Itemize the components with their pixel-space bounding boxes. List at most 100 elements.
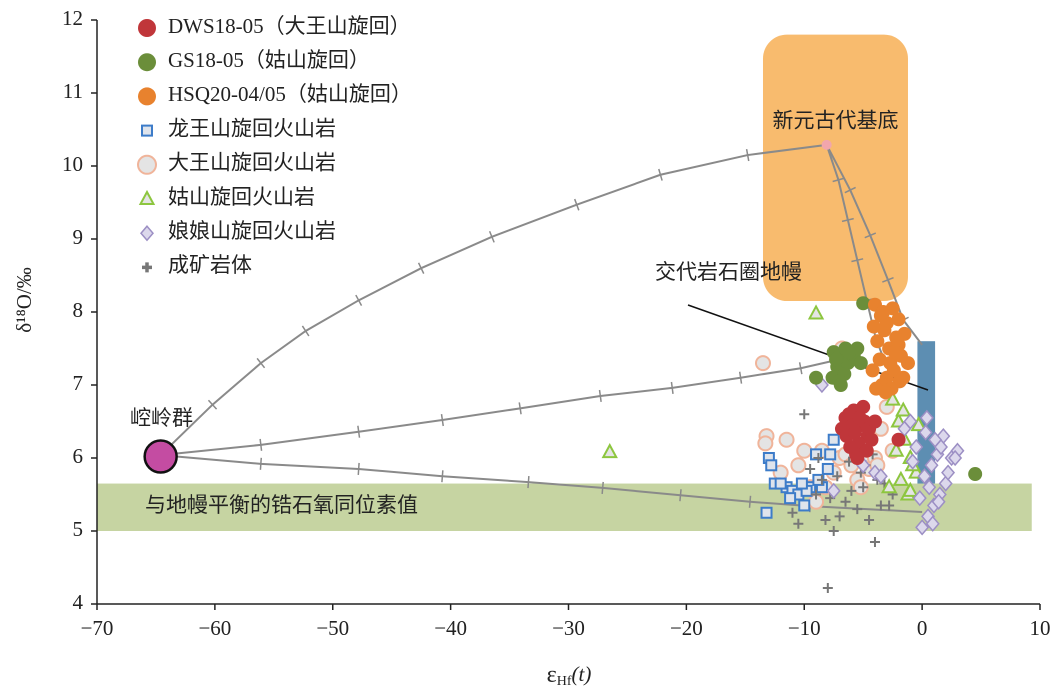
y-tick-label: 5 — [73, 517, 84, 541]
point — [784, 492, 797, 505]
curve-tick — [527, 476, 530, 489]
point — [774, 477, 787, 490]
annotation: 交代岩石圈地幔 — [655, 260, 802, 284]
legend-label: GS18-05（姑山旋回） — [168, 48, 370, 72]
point — [811, 489, 822, 500]
curve-tick — [256, 357, 266, 369]
point — [829, 352, 844, 367]
point — [778, 431, 795, 448]
end-member-label: 崆岭群 — [130, 406, 193, 430]
curve-tick — [851, 258, 864, 263]
point — [809, 370, 824, 385]
point — [884, 500, 895, 511]
point — [796, 442, 813, 459]
point — [832, 471, 843, 482]
point — [858, 482, 869, 493]
curve-tick — [488, 230, 495, 243]
point — [864, 432, 879, 447]
legend-label: 龙王山旋回火山岩 — [168, 116, 336, 140]
point — [840, 496, 851, 507]
curve-tick — [301, 325, 310, 337]
point — [853, 356, 868, 371]
point — [873, 468, 888, 485]
point — [754, 355, 771, 372]
curve-tick — [417, 262, 425, 274]
point — [909, 438, 924, 456]
point — [867, 414, 882, 429]
y-tick-label: 12 — [62, 6, 83, 30]
end-member — [821, 139, 832, 150]
curve-tick — [598, 389, 602, 402]
x-tick-label: −50 — [316, 616, 349, 640]
curve-tick — [518, 402, 522, 415]
point — [876, 305, 891, 319]
point — [787, 507, 798, 518]
point — [888, 345, 903, 360]
curve-tick — [441, 470, 444, 483]
region-label: 与地幔平衡的锆石氧同位素值 — [145, 493, 418, 517]
point — [859, 443, 874, 458]
curve-tick — [745, 149, 750, 162]
region — [97, 483, 1032, 531]
legend-marker — [140, 225, 154, 242]
x-axis-label: εHf(t) — [547, 662, 592, 690]
point — [948, 449, 963, 467]
legend-label: 成矿岩体 — [168, 253, 252, 277]
x-tick-label: −20 — [670, 616, 703, 640]
point — [846, 485, 857, 496]
point — [890, 412, 907, 428]
point — [813, 453, 824, 463]
y-tick-label: 9 — [73, 225, 84, 249]
curve-tick — [882, 277, 894, 283]
legend-label: HSQ20-04/05（姑山旋回） — [168, 82, 412, 106]
point — [924, 457, 939, 474]
point — [850, 451, 865, 465]
point — [884, 390, 901, 406]
x-label-symbol: ε — [547, 662, 557, 688]
point — [842, 345, 857, 360]
point — [852, 410, 867, 425]
curve-tick — [601, 481, 604, 494]
curve-tick — [670, 381, 674, 394]
point — [843, 440, 858, 455]
point — [760, 506, 773, 519]
point — [938, 475, 953, 492]
point — [905, 453, 920, 470]
point — [933, 438, 948, 456]
point — [852, 504, 863, 515]
point — [790, 457, 807, 474]
point — [816, 474, 827, 485]
point — [919, 409, 934, 427]
mixing-curve — [160, 357, 846, 457]
point — [918, 424, 933, 441]
curve-tick — [259, 457, 263, 470]
point — [880, 478, 898, 494]
curve-tick — [357, 425, 361, 438]
curve-tick — [207, 399, 218, 410]
legend-label: 大王山旋回火山岩 — [168, 151, 336, 175]
legend-marker — [137, 154, 157, 175]
point — [828, 526, 839, 536]
point — [870, 334, 885, 349]
point — [883, 356, 898, 371]
point — [968, 467, 983, 482]
point — [601, 443, 618, 459]
point — [821, 462, 834, 475]
point — [865, 363, 880, 378]
x-tick-label: −70 — [81, 616, 114, 640]
legend-label: 姑山旋回火山岩 — [168, 185, 315, 209]
mixing-curve — [160, 454, 923, 514]
y-tick-label: 11 — [63, 79, 83, 103]
point — [910, 416, 927, 432]
point — [866, 319, 881, 334]
point — [810, 448, 823, 461]
curve-tick — [679, 489, 682, 502]
point — [897, 420, 912, 437]
point — [842, 407, 857, 422]
point — [896, 370, 911, 385]
legend-marker — [138, 189, 156, 205]
point — [856, 296, 871, 311]
curve-tick — [738, 371, 743, 384]
legend-label: DWS18-05（大王山旋回） — [168, 14, 411, 38]
